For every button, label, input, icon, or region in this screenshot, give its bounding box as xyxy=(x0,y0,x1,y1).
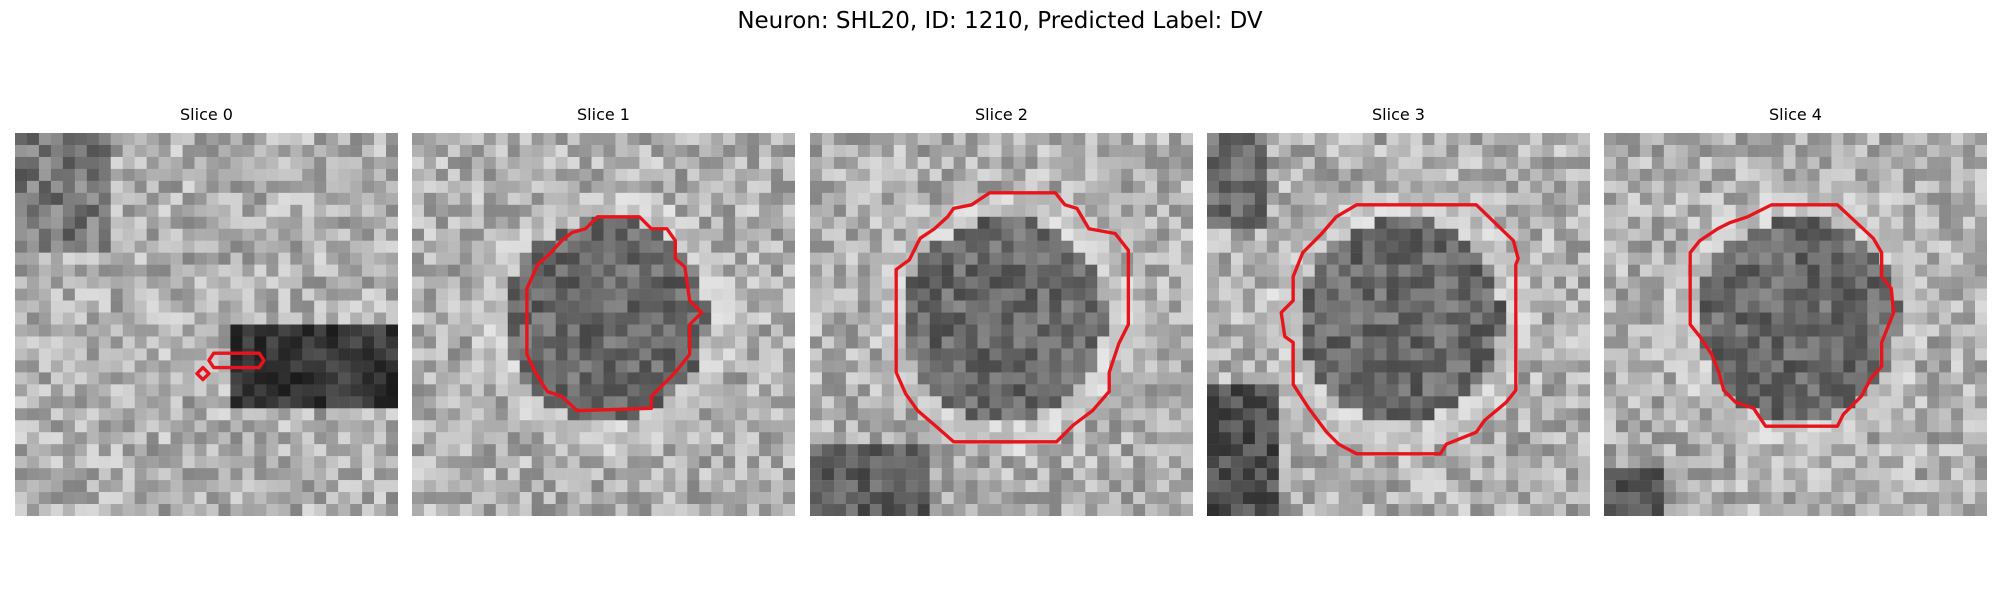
slice-pixels xyxy=(810,133,1193,516)
slice-title: Slice 3 xyxy=(1372,105,1425,124)
slice-image xyxy=(810,133,1193,516)
slice-pixels xyxy=(1207,133,1590,516)
slice-pixels xyxy=(15,133,398,516)
slice-image xyxy=(1604,133,1987,516)
cell-contour xyxy=(1688,203,1896,428)
cell-contour xyxy=(195,351,266,382)
cell-contour xyxy=(525,215,704,413)
slice-image xyxy=(15,133,398,516)
slice-title: Slice 0 xyxy=(180,105,233,124)
cell-contour xyxy=(1279,203,1520,456)
slice-image xyxy=(412,133,795,516)
slice-pixels xyxy=(1604,133,1987,516)
slice-title: Slice 4 xyxy=(1769,105,1822,124)
slice-title: Slice 2 xyxy=(975,105,1028,124)
slice-pixels xyxy=(412,133,795,516)
figure-title: Neuron: SHL20, ID: 1210, Predicted Label… xyxy=(737,8,1263,34)
slice-image xyxy=(1207,133,1590,516)
slice-title: Slice 1 xyxy=(577,105,630,124)
cell-contour xyxy=(894,191,1131,444)
